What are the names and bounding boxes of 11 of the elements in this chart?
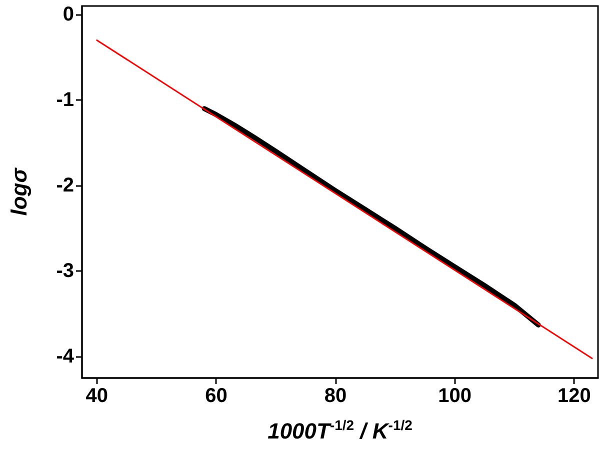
y-tick-label: -2 [56,174,74,197]
x-tick-label: 60 [205,385,228,407]
y-tick-label: -3 [56,260,74,282]
y-tick-label: -1 [56,89,74,112]
x-tick-label: 100 [438,385,472,407]
y-tick-label: 0 [62,4,74,26]
y-axis-title: logσ [6,166,32,216]
x-tick-label: 120 [557,385,591,407]
x-tick-label: 80 [324,385,347,407]
y-tick-label: -4 [56,346,75,368]
x-tick-label: 40 [86,385,108,407]
